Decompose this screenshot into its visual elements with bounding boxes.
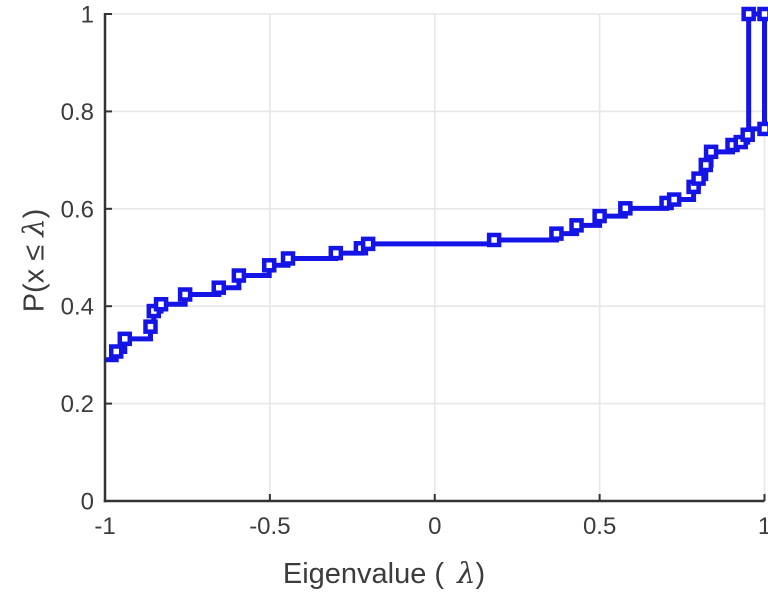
x-axis-lambda-symbol: λ: [457, 556, 476, 590]
data-point-marker: [740, 127, 755, 143]
y-axis-lambda-symbol: λ: [16, 218, 51, 237]
data-point-marker: [328, 245, 344, 261]
x-tick-label: 1: [758, 513, 768, 540]
data-point-marker: [691, 171, 706, 186]
y-tick-label: 1: [81, 2, 94, 29]
data-point-marker: [592, 208, 607, 224]
grid-layer: [104, 13, 766, 502]
y-tick-label: 0.8: [61, 99, 94, 126]
x-axis-label-text: Eigenvalue (: [282, 558, 445, 590]
data-point-marker: [757, 6, 768, 22]
y-tick-label: 0.2: [61, 391, 94, 418]
y-axis-label: P(x ≤ λ): [17, 111, 52, 411]
data-point-marker: [177, 287, 193, 302]
x-tick-label: 0: [428, 513, 441, 540]
data-point-marker: [280, 251, 296, 266]
data-point-marker: [261, 258, 277, 273]
y-tick-label: 0.6: [61, 196, 94, 223]
data-point-marker: [569, 218, 584, 233]
data-point-marker: [108, 344, 124, 359]
data-point-marker: [618, 201, 633, 216]
y-tick-label: 0: [81, 489, 94, 516]
data-point-marker: [698, 157, 714, 173]
data-point-marker: [117, 331, 133, 347]
data-point-marker: [143, 319, 158, 334]
x-tick-label: 0.5: [583, 513, 616, 540]
data-point-marker: [211, 280, 227, 295]
data-point-marker: [741, 6, 756, 22]
x-axis-label: Eigenvalue ( λ): [0, 556, 768, 591]
x-tick-label: -0.5: [249, 513, 290, 540]
data-point-marker: [153, 297, 169, 312]
marker-layer: [108, 6, 768, 359]
data-point-marker: [360, 236, 376, 252]
y-tick-label: 0.4: [61, 294, 94, 321]
y-axis-label-close: ): [18, 208, 51, 219]
data-point-marker: [231, 268, 247, 283]
y-axis-label-text: P(x ≤: [18, 236, 51, 313]
x-axis-label-close: ): [475, 558, 486, 590]
data-point-marker: [757, 121, 768, 137]
x-tick-label: -1: [94, 513, 115, 540]
data-point-marker: [666, 192, 682, 207]
tick-labels-layer: -1 -0.5 0 0.5 1 0 0.2 0.4 0.6 0.8 1: [61, 2, 768, 541]
data-point-marker: [486, 232, 502, 248]
axis-layer: [103, 13, 766, 503]
data-point-marker: [703, 144, 719, 160]
data-point-marker: [549, 226, 564, 241]
